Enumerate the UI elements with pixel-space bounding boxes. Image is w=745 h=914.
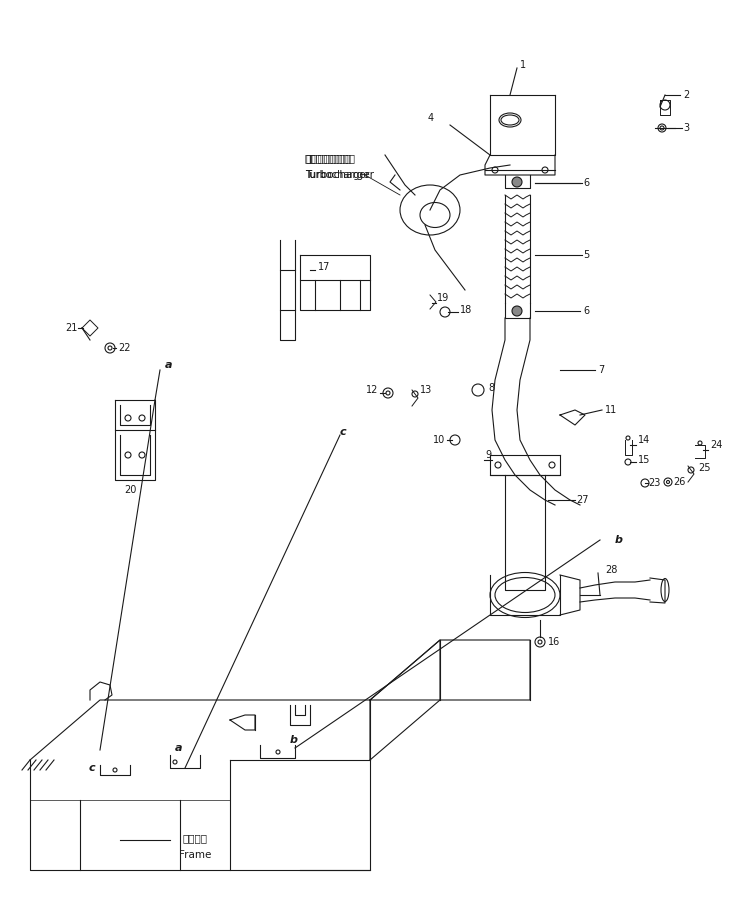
Text: c: c <box>340 427 346 437</box>
Text: 8: 8 <box>488 383 494 393</box>
Text: 9: 9 <box>485 450 491 460</box>
Text: 11: 11 <box>605 405 618 415</box>
Text: 10: 10 <box>433 435 445 445</box>
Circle shape <box>512 306 522 316</box>
Circle shape <box>512 177 522 187</box>
Text: Turbocharger: Turbocharger <box>305 170 374 180</box>
Text: 28: 28 <box>605 565 618 575</box>
Text: 6: 6 <box>583 306 589 316</box>
Ellipse shape <box>499 113 521 127</box>
Text: 20: 20 <box>124 485 136 495</box>
Text: c: c <box>89 763 95 773</box>
Text: 24: 24 <box>710 440 723 450</box>
Text: 7: 7 <box>598 365 604 375</box>
Text: b: b <box>615 535 623 545</box>
Text: 14: 14 <box>638 435 650 445</box>
Text: 1: 1 <box>520 60 526 70</box>
Text: 19: 19 <box>437 293 449 303</box>
Ellipse shape <box>661 579 669 601</box>
Text: 2: 2 <box>683 90 689 100</box>
Text: a: a <box>175 743 183 753</box>
Text: 5: 5 <box>583 250 589 260</box>
Text: 6: 6 <box>583 178 589 188</box>
Text: 13: 13 <box>420 385 432 395</box>
Text: a: a <box>165 360 173 370</box>
Text: Frame: Frame <box>179 850 211 860</box>
Text: 18: 18 <box>460 305 472 315</box>
Text: 23: 23 <box>648 478 660 488</box>
Text: 22: 22 <box>118 343 130 353</box>
Text: 15: 15 <box>638 455 650 465</box>
Ellipse shape <box>490 572 560 618</box>
Text: 3: 3 <box>683 123 689 133</box>
Text: Turbocharger: Turbocharger <box>305 170 370 180</box>
Text: フレーム: フレーム <box>183 833 208 843</box>
Text: ターボチャージャ: ターボチャージャ <box>305 153 355 163</box>
Text: 25: 25 <box>698 463 711 473</box>
Text: 17: 17 <box>318 262 330 272</box>
Text: ターボチャージャ: ターボチャージャ <box>305 153 352 163</box>
Text: 16: 16 <box>548 637 560 647</box>
Text: 21: 21 <box>66 323 78 333</box>
Text: 27: 27 <box>576 495 589 505</box>
Text: 4: 4 <box>428 113 434 123</box>
Text: 12: 12 <box>366 385 378 395</box>
Text: b: b <box>290 735 298 745</box>
Text: 26: 26 <box>673 477 685 487</box>
